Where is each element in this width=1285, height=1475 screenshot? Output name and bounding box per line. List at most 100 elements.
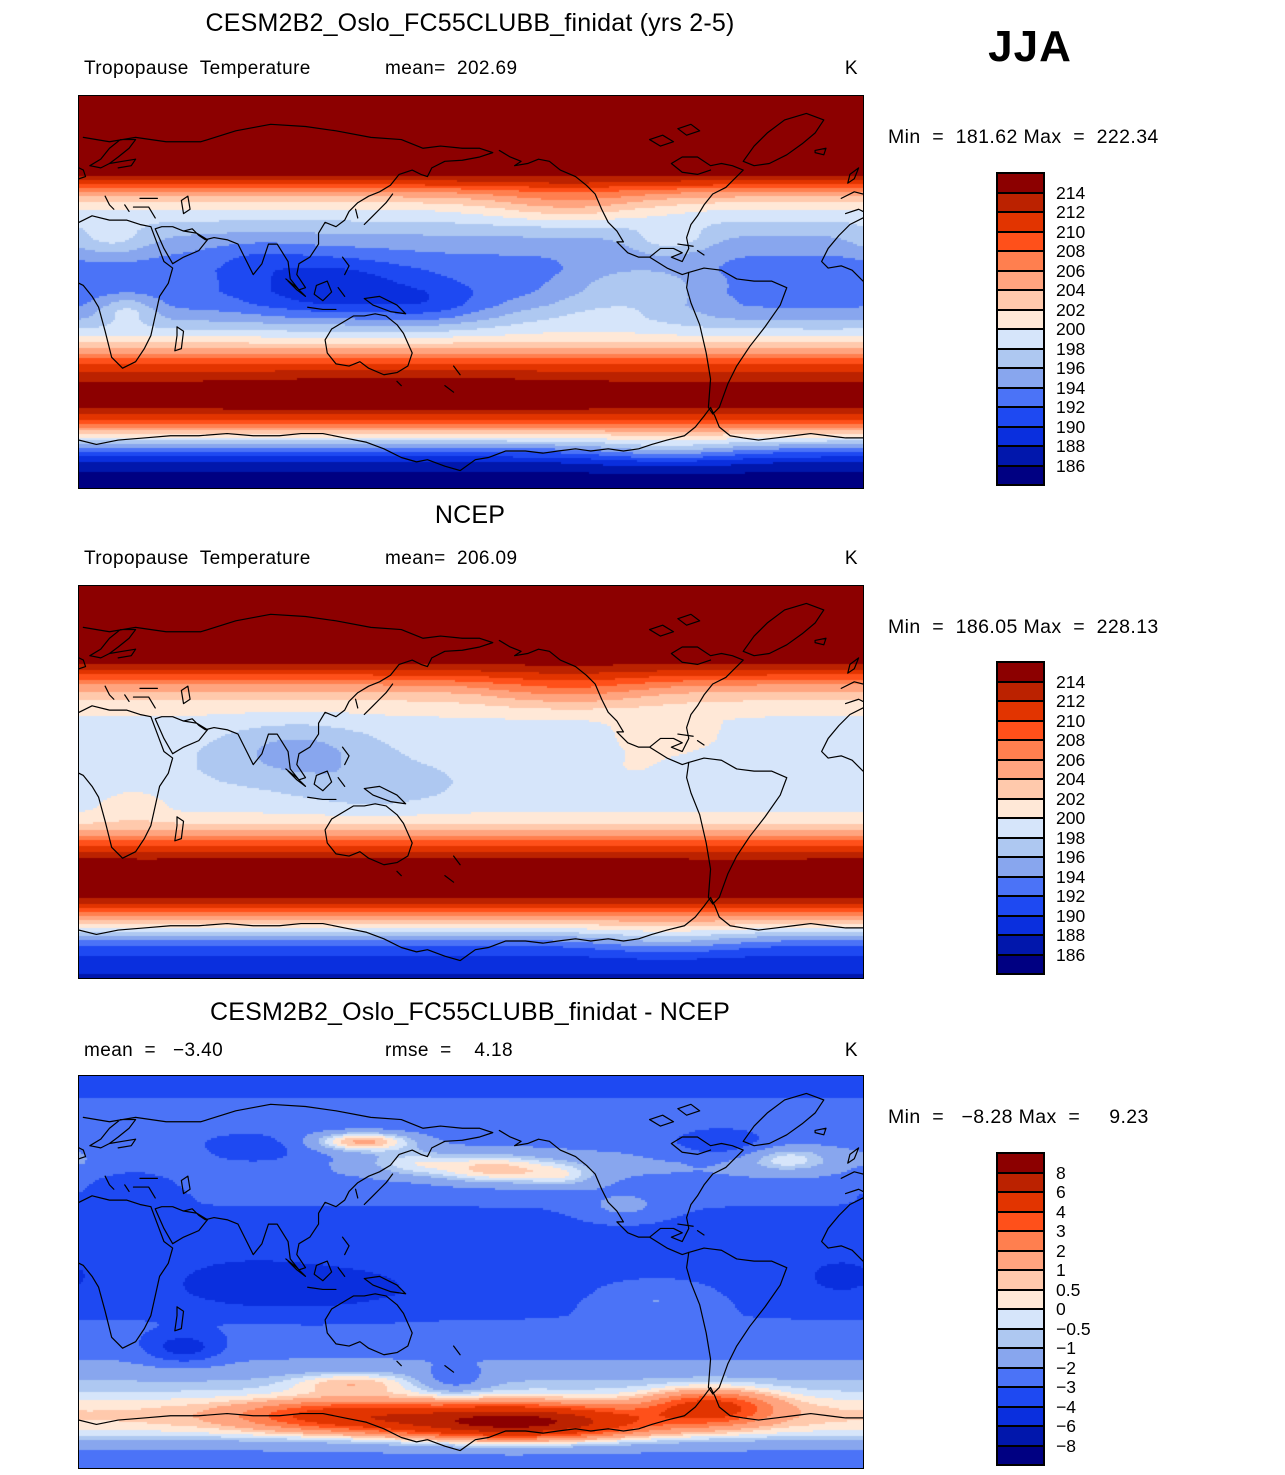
colorbar-cell	[997, 290, 1044, 310]
panel2-units-label: K	[844, 548, 858, 569]
colorbar-tick-label: 0.5	[1056, 1279, 1081, 1300]
colorbar-cell	[997, 954, 1044, 974]
colorbar-cell	[997, 701, 1044, 721]
colorbar-cell	[997, 720, 1044, 740]
colorbar-tick-label: 204	[1056, 280, 1086, 300]
colorbar-tick-label: 8	[1056, 1162, 1066, 1183]
panel3-title: CESM2B2_Oslo_FC55CLUBB_finidat - NCEP	[209, 998, 731, 1026]
map-canvas-difference	[79, 1076, 863, 1468]
colorbar-tick-label: 2	[1056, 1240, 1066, 1261]
colorbar-cell	[997, 1309, 1044, 1329]
colorbar-tick-label: −3	[1056, 1377, 1076, 1397]
colorbar-tick-label: 186	[1056, 455, 1086, 476]
colorbar-cell	[997, 779, 1044, 799]
panel2-map	[78, 585, 864, 979]
colorbar-cell	[997, 818, 1044, 838]
colorbar-cell	[997, 446, 1044, 466]
colorbar-tick-label: 198	[1056, 338, 1086, 359]
panel3-minmax: Min = −8.28 Max = 9.23	[888, 1106, 1149, 1128]
panel2-colorbar: 214 212 210 208 206 204 202 200 198 196 194 192 190 1…	[996, 661, 1085, 975]
colorbar-cell	[997, 1348, 1044, 1368]
colorbar-cell	[997, 935, 1044, 955]
colorbar-tick-label: 190	[1056, 416, 1086, 437]
colorbar-tick-label: 188	[1056, 925, 1086, 945]
colorbar-cell	[997, 876, 1044, 896]
colorbar-tick-label: −6	[1056, 1416, 1076, 1436]
colorbar-tick-label: −0.5	[1056, 1318, 1091, 1339]
colorbar-tick-label: 200	[1056, 319, 1086, 339]
colorbar-cell	[997, 270, 1044, 290]
colorbar-tick-label: 208	[1056, 730, 1086, 750]
colorbar-cell	[997, 681, 1044, 701]
colorbar-cell	[997, 1387, 1044, 1407]
colorbar-cell	[997, 1406, 1044, 1426]
panel1-map	[78, 95, 864, 489]
colorbar-cell	[997, 1250, 1044, 1270]
colorbar-tick-label: 214	[1056, 671, 1086, 692]
panel1-colorbar: 214 212 210 208 206 204 202 200 198 196 194 192 190 1…	[996, 172, 1085, 486]
panel3-units-label: K	[844, 1040, 858, 1061]
colorbar-cell	[997, 1426, 1044, 1446]
panel1-title: CESM2B2_Oslo_FC55CLUBB_finidat (yrs 2-5)	[205, 9, 735, 37]
panel1-minmax: Min = 181.62 Max = 222.34	[888, 126, 1159, 148]
panel2-title: NCEP	[434, 501, 506, 529]
colorbar-tick-label: −2	[1056, 1357, 1076, 1378]
colorbar-cell	[997, 1153, 1044, 1173]
colorbar-cell	[997, 798, 1044, 818]
panel3-mean-value: mean = −3.40	[84, 1040, 224, 1061]
colorbar-cell	[997, 857, 1044, 877]
colorbar-cell	[997, 309, 1044, 329]
colorbar-cell	[997, 1231, 1044, 1251]
colorbar-tick-label: 0	[1056, 1299, 1066, 1319]
colorbar-cell	[997, 192, 1044, 212]
colorbar-cell	[997, 212, 1044, 232]
colorbar-cell	[997, 837, 1044, 857]
panel3-map	[78, 1075, 864, 1469]
colorbar-cell	[997, 251, 1044, 271]
colorbar-cell	[997, 896, 1044, 916]
panel3-stats-row: mean = −3.40 rmse = 4.18 K	[78, 1040, 862, 1064]
panel1-units-label: K	[844, 58, 858, 79]
colorbar-cell	[997, 173, 1044, 193]
colorbar-cell	[997, 759, 1044, 779]
season-label: JJA	[988, 22, 1072, 71]
colorbar-tick-label: 6	[1056, 1182, 1066, 1202]
colorbar-cell	[997, 662, 1044, 682]
colorbar-tick-label: 4	[1056, 1201, 1066, 1222]
colorbar-tick-label: 192	[1056, 397, 1086, 417]
colorbar-cell	[997, 368, 1044, 388]
colorbar-cell	[997, 426, 1044, 446]
panel2-mean-value: mean= 206.09	[385, 548, 518, 569]
colorbar-cell	[997, 465, 1044, 485]
colorbar-tick-label: 190	[1056, 905, 1086, 926]
colorbar-cell	[997, 407, 1044, 427]
colorbar-tick-label: 3	[1056, 1221, 1066, 1241]
colorbar-cell	[997, 915, 1044, 935]
colorbar-tick-label: 204	[1056, 769, 1086, 789]
colorbar-cell	[997, 387, 1044, 407]
map-canvas-model	[79, 96, 863, 488]
colorbar-tick-label: 212	[1056, 202, 1086, 222]
panel1-mean-value: mean= 202.69	[385, 58, 518, 79]
colorbar-tick-label: 210	[1056, 710, 1086, 731]
panel2-stats-row: Tropopause Temperature mean= 206.09 K	[78, 548, 862, 572]
colorbar-cell	[997, 329, 1044, 349]
colorbar-tick-label: 186	[1056, 944, 1086, 965]
panel1-stats-row: Tropopause Temperature mean= 202.69 K	[78, 58, 862, 82]
colorbar-cell	[997, 1289, 1044, 1309]
panel2-minmax: Min = 186.05 Max = 228.13	[888, 616, 1159, 638]
colorbar-tick-label: −4	[1056, 1396, 1076, 1417]
colorbar-tick-label: 1	[1056, 1260, 1066, 1280]
colorbar-cell	[997, 231, 1044, 251]
map-canvas-ncep	[79, 586, 863, 978]
colorbar-tick-label: 214	[1056, 182, 1086, 203]
colorbar-cell	[997, 1211, 1044, 1231]
colorbar-cell	[997, 740, 1044, 760]
colorbar-tick-label: 188	[1056, 436, 1086, 456]
colorbar-tick-label: 202	[1056, 788, 1086, 809]
colorbar-tick-label: 194	[1056, 377, 1086, 398]
colorbar-cell	[997, 1192, 1044, 1212]
colorbar-tick-label: 196	[1056, 847, 1086, 867]
colorbar-tick-label: 194	[1056, 866, 1086, 887]
